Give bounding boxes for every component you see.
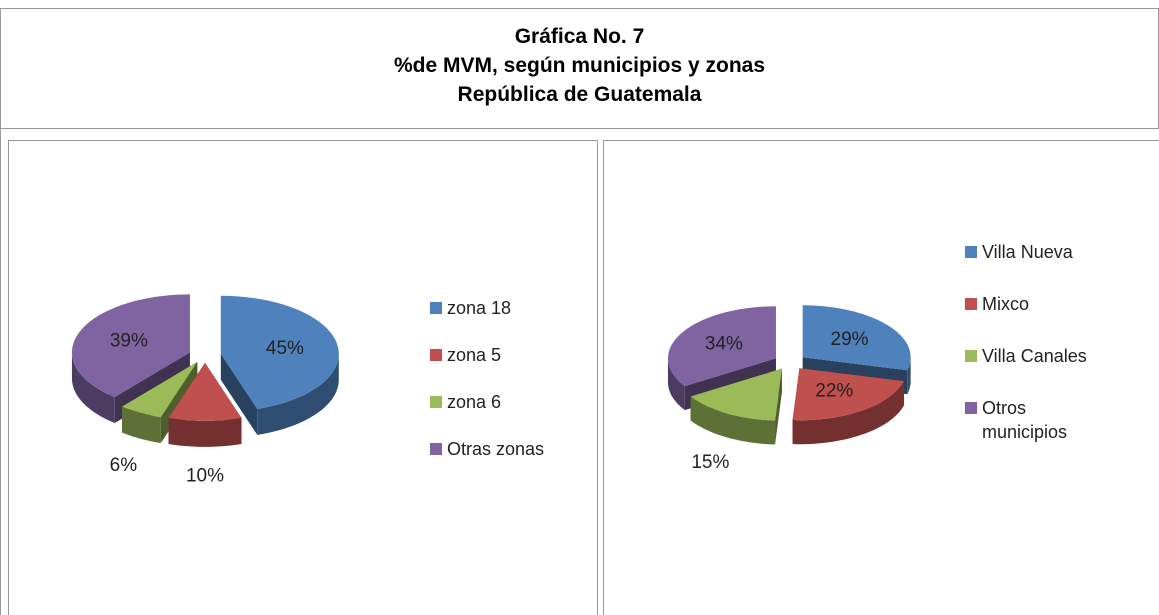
legend-item: Villa Nueva bbox=[965, 240, 1115, 264]
title-line: %de MVM, según municipios y zonas bbox=[393, 54, 766, 77]
legend-swatch bbox=[430, 302, 442, 314]
data-label: 15% bbox=[691, 452, 729, 473]
slice bbox=[668, 306, 776, 387]
slice-wall bbox=[792, 381, 905, 445]
data-label: 10% bbox=[186, 465, 224, 486]
legend-item: zona 6 bbox=[430, 390, 580, 414]
data-label: 29% bbox=[831, 329, 869, 350]
title-line: Gráfica No. 7 bbox=[514, 25, 645, 48]
legend-swatch bbox=[430, 443, 442, 455]
slice bbox=[71, 294, 190, 398]
data-label: 45% bbox=[266, 338, 304, 359]
slice bbox=[690, 368, 782, 421]
slice-wall bbox=[168, 418, 242, 447]
slice-wall bbox=[667, 358, 685, 411]
legend-item: Otros municipios bbox=[965, 396, 1115, 444]
legend-swatch bbox=[430, 349, 442, 361]
slice-wall bbox=[71, 352, 115, 424]
legend-label: Villa Nueva bbox=[982, 242, 1073, 262]
slice bbox=[220, 295, 339, 409]
legend-item: Mixco bbox=[965, 292, 1115, 316]
slice-wall bbox=[690, 396, 776, 445]
slice bbox=[792, 368, 905, 421]
slice-wall bbox=[257, 353, 339, 435]
data-label: 22% bbox=[815, 380, 853, 401]
panel-left bbox=[8, 140, 598, 615]
legend-swatch bbox=[965, 246, 977, 258]
legend-label: zona 18 bbox=[447, 298, 512, 318]
legend-label: Mixco bbox=[982, 294, 1030, 314]
data-label: 6% bbox=[110, 455, 138, 476]
legend-swatch bbox=[965, 350, 977, 362]
legend-item: zona 18 bbox=[430, 296, 580, 320]
panel-right bbox=[603, 140, 1159, 615]
legend-label: zona 5 bbox=[447, 345, 502, 365]
title: Gráfica No. 7 %de MVM, según municipios … bbox=[0, 22, 1159, 109]
legend-item: Otras zonas bbox=[430, 437, 580, 461]
legend-label: Otros municipios bbox=[982, 398, 1068, 442]
legend-item: Villa Canales bbox=[965, 344, 1115, 368]
slice bbox=[122, 361, 198, 418]
slice bbox=[802, 305, 911, 371]
slice-wall bbox=[122, 406, 161, 444]
legend-item: zona 5 bbox=[430, 343, 580, 367]
legend-label: Otras zonas bbox=[447, 439, 545, 459]
legend-swatch bbox=[965, 402, 977, 414]
title-line: República de Guatemala bbox=[457, 83, 702, 106]
legend-label: Villa Canales bbox=[982, 346, 1087, 366]
slice bbox=[168, 362, 242, 421]
slice-side bbox=[220, 353, 258, 435]
data-label: 34% bbox=[705, 334, 743, 355]
legend-swatch bbox=[430, 396, 442, 408]
legend-swatch bbox=[965, 298, 977, 310]
data-label: 39% bbox=[110, 331, 148, 352]
slice-wall bbox=[907, 357, 911, 395]
legend-label: zona 6 bbox=[447, 392, 502, 412]
